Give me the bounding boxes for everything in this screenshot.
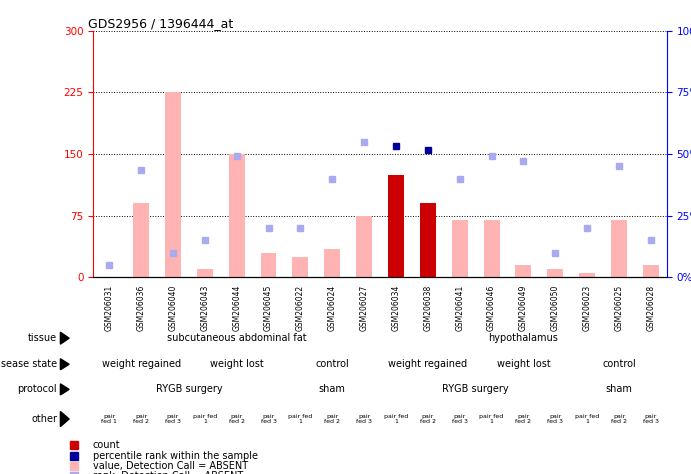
Text: count: count — [93, 440, 120, 450]
Text: pair fed
1: pair fed 1 — [193, 414, 217, 424]
Polygon shape — [60, 332, 69, 344]
Bar — [229, 154, 245, 277]
Text: pair
fed 2: pair fed 2 — [420, 414, 436, 424]
Text: pair fed
1: pair fed 1 — [575, 414, 599, 424]
Text: pair
fed 2: pair fed 2 — [324, 414, 340, 424]
Bar — [197, 269, 213, 277]
Text: weight regained: weight regained — [388, 359, 467, 369]
Text: hypothalamus: hypothalamus — [489, 333, 558, 343]
Bar — [611, 220, 627, 277]
Text: sham: sham — [319, 384, 346, 394]
Text: protocol: protocol — [17, 384, 57, 394]
Text: pair
fed 3: pair fed 3 — [356, 414, 372, 424]
Text: pair
fed 3: pair fed 3 — [452, 414, 468, 424]
Text: rank, Detection Call = ABSENT: rank, Detection Call = ABSENT — [93, 471, 243, 474]
Bar — [643, 265, 659, 277]
Text: pair
fed 2: pair fed 2 — [515, 414, 531, 424]
Text: pair
fed 3: pair fed 3 — [547, 414, 563, 424]
Bar — [484, 220, 500, 277]
Text: GDS2956 / 1396444_at: GDS2956 / 1396444_at — [88, 17, 233, 30]
Text: weight regained: weight regained — [102, 359, 180, 369]
Text: RYGB surgery: RYGB surgery — [155, 384, 223, 394]
Text: other: other — [31, 414, 57, 424]
Text: pair fed
1: pair fed 1 — [384, 414, 408, 424]
Text: subcutaneous abdominal fat: subcutaneous abdominal fat — [167, 333, 307, 343]
Text: value, Detection Call = ABSENT: value, Detection Call = ABSENT — [93, 461, 247, 471]
Bar — [324, 248, 340, 277]
Text: pair
fed 3: pair fed 3 — [165, 414, 181, 424]
Bar — [292, 257, 308, 277]
Polygon shape — [60, 384, 69, 395]
Polygon shape — [60, 359, 69, 370]
Bar — [452, 220, 468, 277]
Polygon shape — [60, 411, 69, 427]
Bar — [356, 216, 372, 277]
Bar — [261, 253, 276, 277]
Text: pair
fed 2: pair fed 2 — [133, 414, 149, 424]
Text: tissue: tissue — [28, 333, 57, 343]
Bar — [547, 269, 563, 277]
Text: pair fed
1: pair fed 1 — [480, 414, 504, 424]
Text: RYGB surgery: RYGB surgery — [442, 384, 509, 394]
Text: pair
fed 3: pair fed 3 — [643, 414, 659, 424]
Bar — [388, 174, 404, 277]
Bar — [515, 265, 531, 277]
Text: sham: sham — [605, 384, 632, 394]
Text: pair
fed 1: pair fed 1 — [102, 414, 117, 424]
Bar — [420, 203, 436, 277]
Text: control: control — [602, 359, 636, 369]
Text: weight lost: weight lost — [210, 359, 263, 369]
Text: pair
fed 2: pair fed 2 — [229, 414, 245, 424]
Bar — [133, 203, 149, 277]
Text: weight lost: weight lost — [497, 359, 550, 369]
Text: pair fed
1: pair fed 1 — [288, 414, 312, 424]
Text: disease state: disease state — [0, 359, 57, 369]
Text: pair
fed 3: pair fed 3 — [261, 414, 276, 424]
Bar — [579, 273, 595, 277]
Text: pair
fed 2: pair fed 2 — [611, 414, 627, 424]
Bar — [165, 92, 181, 277]
Text: control: control — [315, 359, 349, 369]
Text: percentile rank within the sample: percentile rank within the sample — [93, 450, 258, 461]
